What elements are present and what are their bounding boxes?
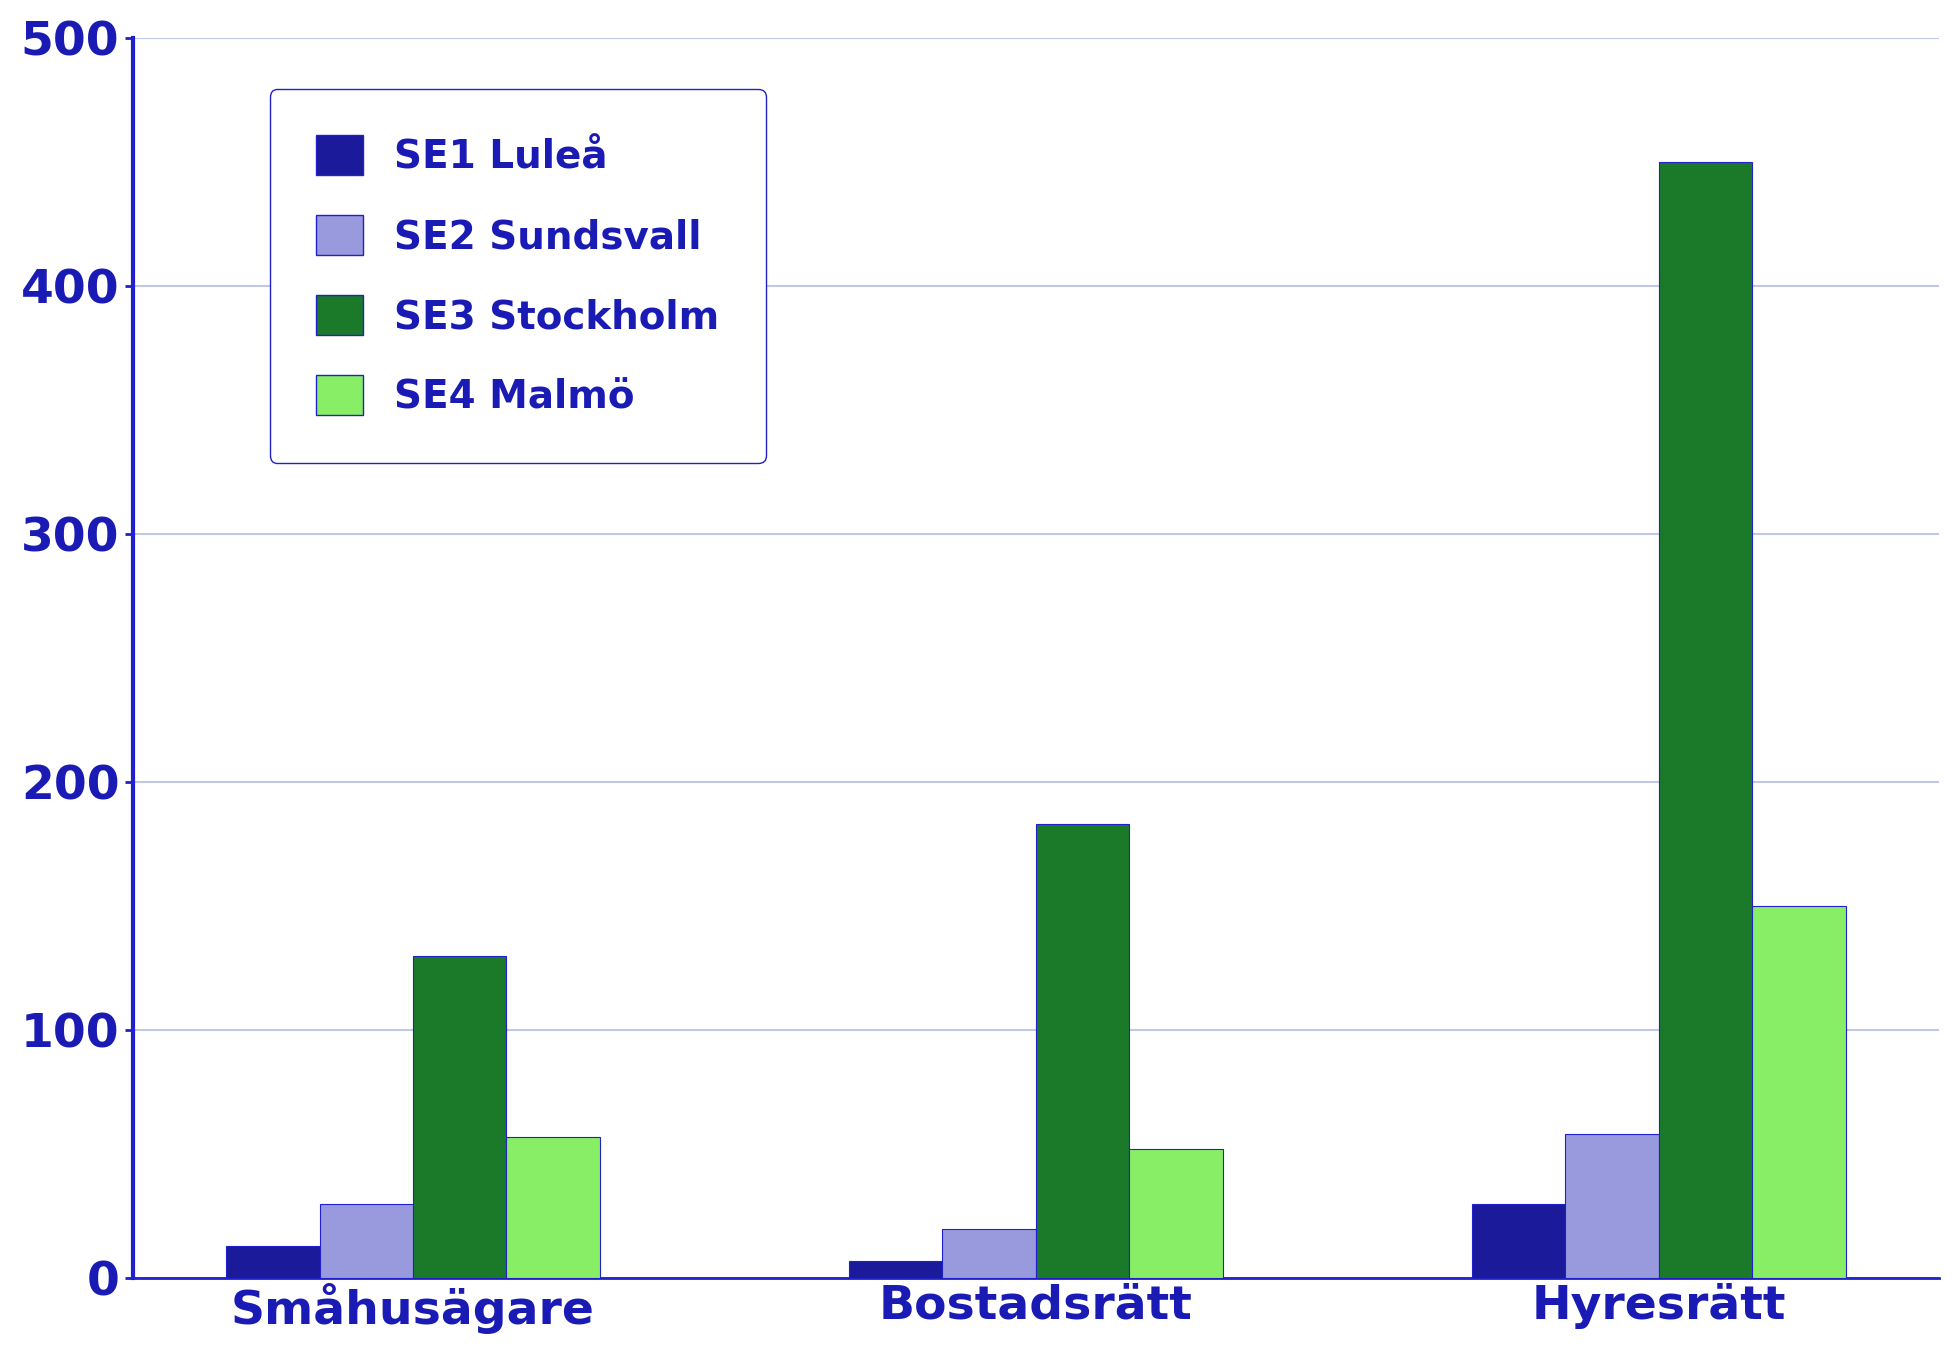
- Bar: [1129, 1149, 1223, 1278]
- Bar: [849, 1262, 943, 1278]
- Bar: [319, 1203, 414, 1278]
- Legend: SE1 Luleå, SE2 Sundsvall, SE3 Stockholm, SE4 Malmö: SE1 Luleå, SE2 Sundsvall, SE3 Stockholm,…: [270, 89, 766, 463]
- Bar: [1472, 1203, 1566, 1278]
- Bar: [1752, 906, 1846, 1278]
- Bar: [1037, 824, 1129, 1278]
- Bar: [1658, 163, 1752, 1278]
- Bar: [1566, 1134, 1658, 1278]
- Bar: [225, 1247, 319, 1278]
- Bar: [414, 955, 506, 1278]
- Bar: [943, 1229, 1037, 1278]
- Bar: [506, 1137, 600, 1278]
